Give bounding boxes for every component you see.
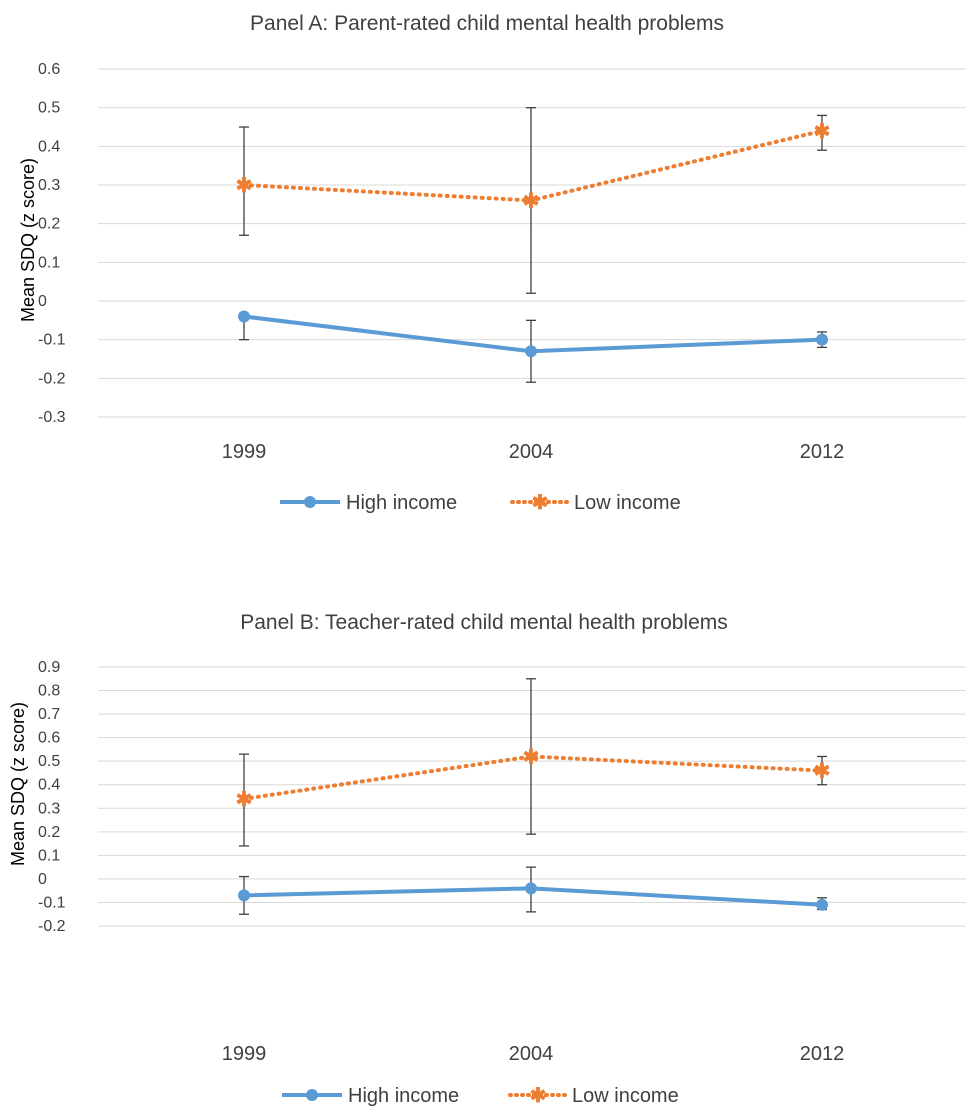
y-tick-label: 0.5 [38,100,60,117]
panel-b-chart: Panel B: Teacher-rated child mental heal… [0,595,970,1107]
y-tick-label: -0.1 [38,332,66,349]
x-tick-label: 2004 [509,1043,554,1065]
x-tick-label: 2004 [509,441,554,463]
low-income-data-point: ✱ [814,121,831,143]
panel-b-svg: Panel B: Teacher-rated child mental heal… [8,611,966,1107]
high-income-data-point [816,333,828,346]
y-tick-label: -0.1 [38,894,66,911]
panel-a-legend: High income ✱ Low income [280,492,681,514]
high-income-data-point [238,889,250,902]
high-income-data-point [525,882,537,895]
panel-a-svg: Panel A: Parent-rated child mental healt… [18,12,966,514]
y-tick-label: -0.2 [38,918,66,935]
panel-b-plot-area: -0.2 -0.1 0 0.1 0.2 0.3 0.4 0.5 0.6 0.7 0.8 0.9 1999… [38,659,966,1065]
low-income-data-point: ✱ [236,789,253,811]
low-income-data-point: ✱ [523,190,540,212]
high-income-data-point [238,310,250,323]
legend-low-income-label: Low income [574,492,681,514]
legend-high-income-label: High income [346,492,457,514]
high-income-data-point [816,898,828,911]
legend-high-income-marker-icon [304,496,316,508]
y-tick-label: 0.8 [38,683,60,700]
legend-high-income-label: High income [348,1085,459,1107]
panel-a-y-axis-label: Mean SDQ (z score) [18,158,38,322]
y-tick-label: 0.3 [38,177,60,194]
low-income-data-point: ✱ [236,175,253,197]
high-income-data-point [525,345,537,358]
y-tick-label: 0 [38,293,47,310]
y-tick-label: -0.3 [38,409,66,426]
legend-low-income-marker-icon: ✱ [530,1085,547,1107]
y-tick-label: 0 [38,871,47,888]
x-tick-label: 2012 [800,441,845,463]
legend-low-income-label: Low income [572,1085,679,1107]
panel-b-y-axis-label: Mean SDQ (z score) [8,702,28,866]
low-income-series-line [242,754,824,801]
low-income-series-line [242,128,824,203]
y-tick-label: 0.4 [38,777,60,794]
y-tick-label: 0.9 [38,659,60,676]
legend-high-income-marker-icon [306,1089,318,1101]
y-tick-label: 0.1 [38,847,60,864]
y-tick-label: 0.4 [38,138,60,155]
y-tick-label: 0.6 [38,61,60,78]
y-tick-label: 0.1 [38,254,60,271]
y-tick-label: 0.3 [38,800,60,817]
low-income-data-point: ✱ [814,761,831,783]
y-tick-label: 0.5 [38,753,60,770]
y-tick-label: 0.6 [38,730,60,747]
y-tick-label: 0.2 [38,216,60,233]
y-tick-label: 0.2 [38,824,60,841]
panel-a-plot-area: -0.3 -0.2 -0.1 0 0.1 0.2 0.3 0.4 0.5 0.6 1999 2004 2… [38,61,966,463]
x-tick-label: 1999 [222,441,267,463]
legend-low-income-marker-icon: ✱ [532,492,549,514]
low-income-data-point: ✱ [523,746,540,768]
panel-b-legend: High income ✱ Low income [282,1085,679,1107]
panel-a-chart: Panel A: Parent-rated child mental healt… [0,0,970,540]
y-tick-label: -0.2 [38,370,66,387]
x-tick-label: 1999 [222,1043,267,1065]
x-tick-label: 2012 [800,1043,845,1065]
panel-a-title: Panel A: Parent-rated child mental healt… [250,12,724,35]
y-tick-label: 0.7 [38,706,60,723]
panel-b-title: Panel B: Teacher-rated child mental heal… [240,611,728,634]
